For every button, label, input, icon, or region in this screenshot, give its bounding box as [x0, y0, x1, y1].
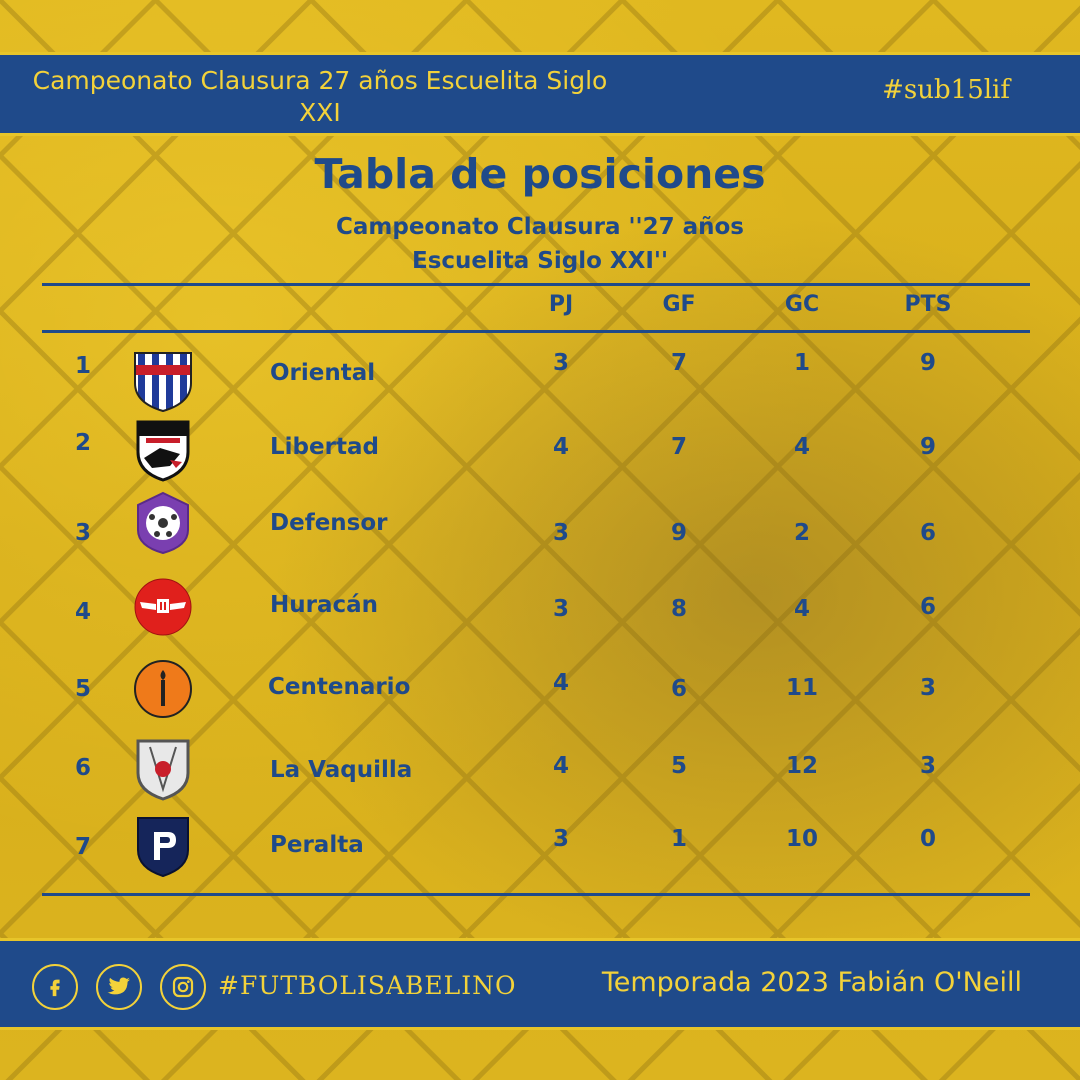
facebook-icon[interactable] [32, 964, 78, 1010]
cell-pts: 9 [919, 434, 936, 460]
column-header-gf: GF [662, 292, 696, 317]
libertad-crest [136, 420, 190, 482]
cell-pj: 4 [552, 670, 569, 696]
cell-pts: 9 [919, 350, 936, 376]
cell-gc: 12 [785, 753, 818, 779]
twitter-icon[interactable] [96, 964, 142, 1010]
cell-gf: 1 [670, 826, 687, 852]
subtitle-line-1: Campeonato Clausura ''27 años [335, 214, 744, 240]
cell-gc: 1 [793, 350, 810, 376]
team-name: Oriental [270, 360, 376, 386]
column-header-gc: GC [784, 292, 820, 317]
cell-pj: 3 [552, 596, 569, 622]
table-row: 4 Huracán 3 8 4 6 [0, 574, 1080, 644]
footer-banner: #FUTBOLISABELINO Temporada 2023 Fabián O… [0, 938, 1080, 1030]
footer-hashtag: #FUTBOLISABELINO [218, 971, 517, 1000]
position: 7 [74, 834, 91, 860]
table-subtitle: Campeonato Clausura ''27 años Escuelita … [0, 210, 1080, 278]
position: 2 [74, 430, 91, 456]
team-name: Libertad [270, 434, 379, 460]
competition-title: Campeonato Clausura 27 años Escuelita Si… [32, 66, 608, 127]
column-header-pj: PJ [548, 292, 574, 317]
position: 3 [74, 520, 91, 546]
cell-gf: 5 [670, 753, 687, 779]
position: 1 [74, 353, 91, 379]
table-row: 1 Oriental 3 7 1 9 [0, 345, 1080, 415]
season-label: Temporada 2023 Fabián O'Neill [601, 967, 1022, 998]
oriental-crest [134, 352, 192, 413]
top-banner: Campeonato Clausura 27 años Escuelita Si… [0, 52, 1080, 136]
defensor-crest [137, 491, 189, 555]
team-name: Huracán [270, 592, 379, 618]
cell-gf: 9 [670, 520, 687, 546]
cell-gc: 2 [793, 520, 810, 546]
cell-pj: 3 [552, 826, 569, 852]
table-row: 2 Libertad 4 7 4 9 [0, 418, 1080, 488]
cell-pts: 6 [919, 594, 936, 620]
cell-pj: 3 [552, 350, 569, 376]
cell-pj: 4 [552, 434, 569, 460]
table-row: 3 Defensor 3 9 2 6 [0, 490, 1080, 560]
peralta-crest [137, 817, 189, 878]
vaquilla-crest [136, 739, 190, 801]
cell-pts: 3 [919, 753, 936, 779]
cell-pts: 3 [919, 675, 936, 701]
cell-gf: 8 [670, 596, 687, 622]
team-name: La Vaquilla [270, 757, 413, 783]
table-row: 5 Centenario 4 6 11 3 [0, 656, 1080, 726]
cell-pj: 3 [552, 520, 569, 546]
instagram-icon[interactable] [160, 964, 206, 1010]
cell-gc: 11 [785, 675, 818, 701]
cell-pts: 0 [919, 826, 936, 852]
cell-gc: 10 [785, 826, 818, 852]
cell-gc: 4 [793, 596, 810, 622]
team-name: Defensor [270, 510, 388, 536]
huracan-crest [134, 578, 192, 636]
cell-gc: 4 [793, 434, 810, 460]
table-title: Tabla de posiciones [314, 150, 766, 198]
table-row: 6 La Vaquilla 4 5 12 3 [0, 735, 1080, 805]
position: 5 [74, 676, 91, 702]
position: 4 [74, 599, 91, 625]
position: 6 [74, 755, 91, 781]
cell-pj: 4 [552, 753, 569, 779]
cell-pts: 6 [919, 520, 936, 546]
category-hashtag: #sub15lif [882, 75, 1010, 105]
column-header-pts: PTS [904, 292, 952, 317]
cell-gf: 6 [670, 676, 687, 702]
subtitle-line-2: Escuelita Siglo XXI'' [411, 248, 668, 274]
team-name: Peralta [270, 832, 364, 858]
table-bottom-rule [42, 893, 1030, 896]
cell-gf: 7 [670, 434, 687, 460]
table-top-rule [42, 283, 1030, 286]
cell-gf: 7 [670, 350, 687, 376]
header-rule [42, 330, 1030, 333]
team-name: Centenario [268, 674, 411, 700]
centenario-crest [134, 660, 192, 718]
table-row: 7 Peralta 3 1 10 0 [0, 812, 1080, 882]
